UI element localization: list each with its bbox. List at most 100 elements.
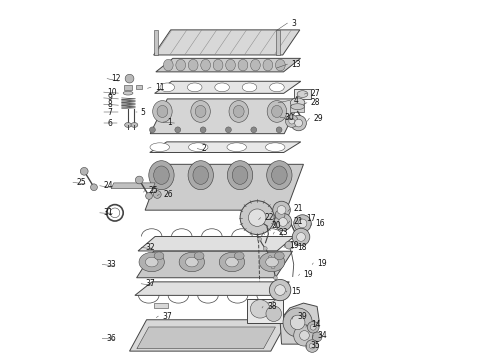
Text: 12: 12 <box>111 74 121 83</box>
Polygon shape <box>136 85 142 89</box>
Text: 14: 14 <box>311 320 320 329</box>
Text: 25: 25 <box>148 186 158 195</box>
Text: 19: 19 <box>317 258 327 267</box>
Text: 25: 25 <box>77 178 87 187</box>
Ellipse shape <box>186 257 198 267</box>
Circle shape <box>110 208 120 218</box>
Circle shape <box>291 115 306 131</box>
Text: 21: 21 <box>294 204 303 213</box>
Polygon shape <box>290 105 304 112</box>
Circle shape <box>306 340 318 352</box>
Circle shape <box>270 279 291 301</box>
Ellipse shape <box>229 100 248 122</box>
Ellipse shape <box>131 122 138 127</box>
Ellipse shape <box>227 143 246 152</box>
Circle shape <box>312 332 322 342</box>
Ellipse shape <box>154 166 169 184</box>
Ellipse shape <box>274 252 284 260</box>
Circle shape <box>175 127 181 133</box>
Circle shape <box>307 321 319 333</box>
Polygon shape <box>246 299 283 323</box>
Text: 36: 36 <box>106 334 116 343</box>
Ellipse shape <box>271 166 287 184</box>
Text: 16: 16 <box>316 219 325 228</box>
Text: 2: 2 <box>201 144 206 153</box>
Text: 39: 39 <box>297 312 307 321</box>
Circle shape <box>153 191 161 198</box>
Circle shape <box>258 237 262 241</box>
Circle shape <box>279 218 288 226</box>
Text: 10: 10 <box>108 87 117 96</box>
Ellipse shape <box>163 59 173 71</box>
Circle shape <box>80 167 88 175</box>
Circle shape <box>266 306 282 321</box>
Ellipse shape <box>234 252 244 260</box>
Circle shape <box>286 115 298 127</box>
Ellipse shape <box>213 59 223 71</box>
Circle shape <box>200 127 206 133</box>
Ellipse shape <box>160 83 174 92</box>
Ellipse shape <box>297 91 308 98</box>
Ellipse shape <box>242 83 257 92</box>
Ellipse shape <box>179 252 204 272</box>
Ellipse shape <box>154 252 164 260</box>
Text: 24: 24 <box>104 181 113 190</box>
Text: 9: 9 <box>108 94 113 103</box>
Text: 19: 19 <box>289 241 298 250</box>
Polygon shape <box>111 183 155 189</box>
Text: 11: 11 <box>155 83 164 92</box>
Text: 26: 26 <box>163 190 173 199</box>
Circle shape <box>294 215 311 232</box>
Circle shape <box>298 219 307 228</box>
Ellipse shape <box>187 83 202 92</box>
Ellipse shape <box>250 59 260 71</box>
Text: 27: 27 <box>311 89 320 98</box>
Circle shape <box>274 213 292 231</box>
Circle shape <box>248 209 266 226</box>
Circle shape <box>149 127 155 133</box>
Circle shape <box>146 193 152 199</box>
Polygon shape <box>135 282 289 295</box>
Ellipse shape <box>232 166 248 184</box>
Text: 15: 15 <box>291 287 300 296</box>
Polygon shape <box>137 327 275 349</box>
Ellipse shape <box>150 143 170 152</box>
Ellipse shape <box>227 161 253 190</box>
Ellipse shape <box>267 100 287 122</box>
Polygon shape <box>154 30 158 55</box>
Text: 31: 31 <box>104 208 113 217</box>
Text: 5: 5 <box>140 108 145 117</box>
Ellipse shape <box>149 161 174 190</box>
Ellipse shape <box>271 105 282 117</box>
Ellipse shape <box>201 59 211 71</box>
Circle shape <box>271 265 275 269</box>
Circle shape <box>277 206 286 214</box>
Ellipse shape <box>139 252 164 272</box>
Ellipse shape <box>291 104 304 109</box>
Circle shape <box>299 330 309 340</box>
Circle shape <box>289 118 294 124</box>
Ellipse shape <box>123 91 133 95</box>
Text: 13: 13 <box>291 60 301 69</box>
Ellipse shape <box>188 59 198 71</box>
Ellipse shape <box>238 59 248 71</box>
Polygon shape <box>138 237 294 251</box>
Ellipse shape <box>215 83 229 92</box>
Text: 32: 32 <box>145 243 155 252</box>
Circle shape <box>263 247 267 251</box>
Circle shape <box>225 127 231 133</box>
Circle shape <box>294 325 315 346</box>
Circle shape <box>290 315 305 330</box>
Text: 20: 20 <box>272 221 281 230</box>
Circle shape <box>240 201 274 235</box>
Ellipse shape <box>188 161 214 190</box>
Ellipse shape <box>270 83 284 92</box>
Text: 17: 17 <box>306 214 316 223</box>
Polygon shape <box>154 30 300 55</box>
Circle shape <box>251 127 257 133</box>
Ellipse shape <box>146 257 158 267</box>
Ellipse shape <box>124 122 131 127</box>
Ellipse shape <box>194 252 204 260</box>
Polygon shape <box>155 81 301 93</box>
Polygon shape <box>145 164 303 210</box>
